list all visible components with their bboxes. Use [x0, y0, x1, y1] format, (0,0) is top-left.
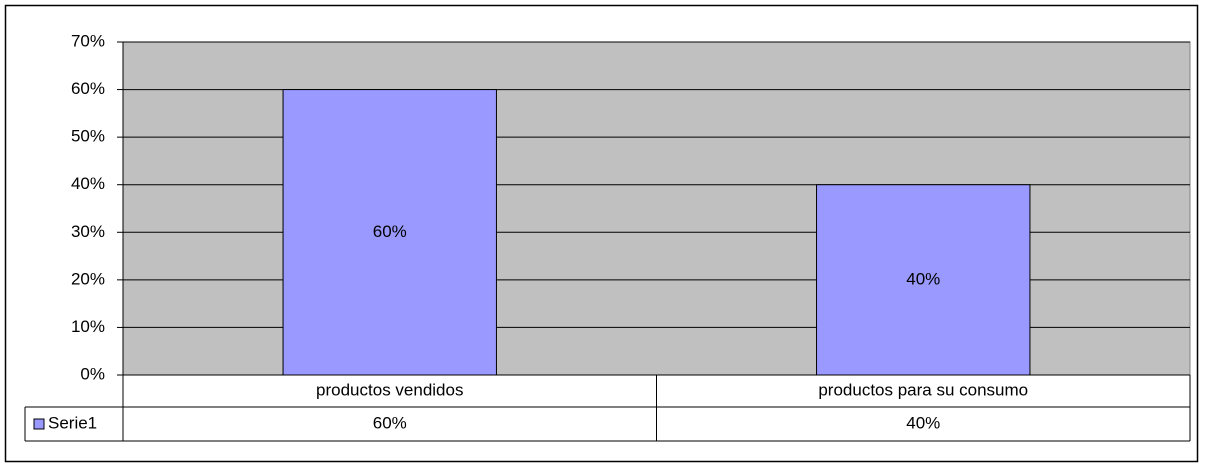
- bar: [282, 89, 497, 376]
- table-value: 40%: [906, 413, 940, 432]
- data-label: 60%: [373, 222, 407, 241]
- y-tick-label: 30%: [71, 222, 105, 241]
- data-label: 40%: [906, 269, 940, 288]
- x-tick-label: productos vendidos: [316, 380, 463, 399]
- bar: [816, 184, 1031, 376]
- y-tick-label: 70%: [71, 31, 105, 50]
- legend-swatch: [33, 418, 45, 430]
- y-tick-label: 0%: [80, 364, 105, 383]
- x-tick-label: productos para su consumo: [818, 380, 1028, 399]
- legend-label: Serie1: [48, 413, 97, 432]
- y-tick-label: 50%: [71, 127, 105, 146]
- y-tick-label: 10%: [71, 317, 105, 336]
- y-tick-label: 20%: [71, 269, 105, 288]
- y-tick-label: 60%: [71, 79, 105, 98]
- y-tick-label: 40%: [71, 174, 105, 193]
- table-value: 60%: [373, 413, 407, 432]
